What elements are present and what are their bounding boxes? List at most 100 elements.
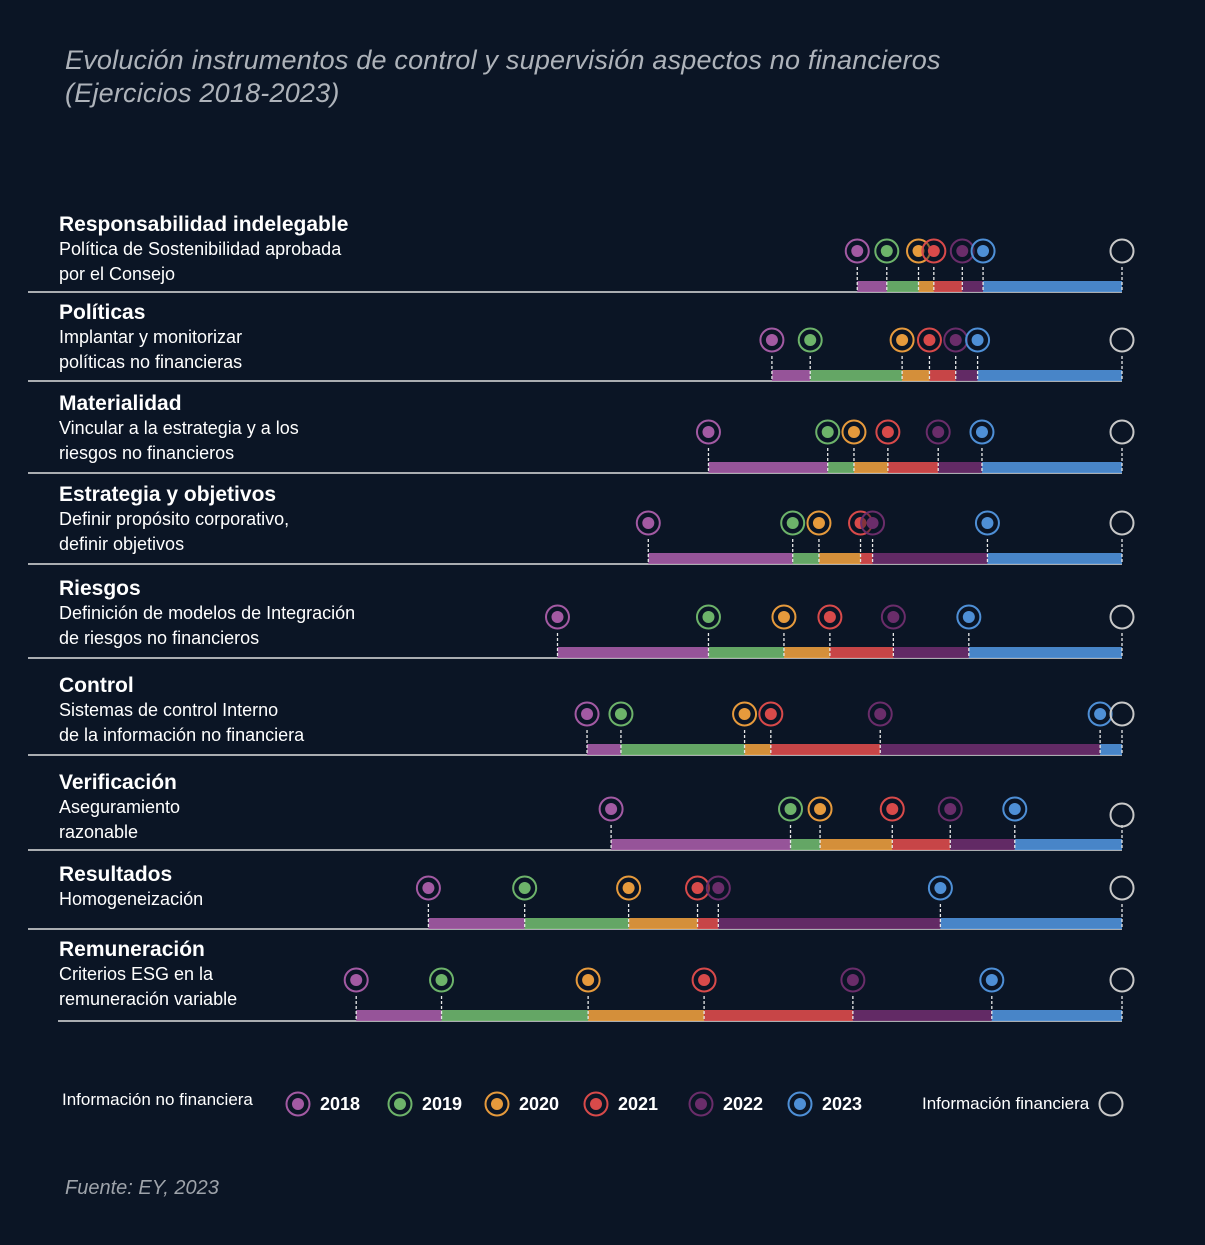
bar-segment-2023 bbox=[983, 281, 1122, 292]
row-description: Política de Sostenibilidad aprobada bbox=[59, 239, 342, 259]
legend: Información no financiera 2018 2019 2020 20… bbox=[62, 1090, 1205, 1118]
marker-dot-2020 bbox=[622, 882, 635, 894]
bar-segment-2019 bbox=[708, 647, 784, 658]
marker-dot-2023 bbox=[985, 974, 998, 986]
bar-segment-2023 bbox=[968, 647, 1122, 658]
bar-segment-2020 bbox=[818, 553, 861, 564]
bar-segment-2023 bbox=[1100, 744, 1122, 755]
marker-dot-2021 bbox=[886, 803, 899, 815]
marker-dot-2022 bbox=[944, 803, 957, 815]
row-description: Definición de modelos de Integración bbox=[59, 603, 356, 623]
marker-dot-2019 bbox=[518, 882, 531, 894]
bar-segment-2021 bbox=[860, 553, 873, 564]
bar-segment-2023 bbox=[977, 370, 1122, 381]
marker-dot-2023 bbox=[962, 611, 975, 623]
marker-dot-2020 bbox=[738, 708, 751, 720]
bar-segment-2019 bbox=[620, 744, 745, 755]
bar-segment-2020 bbox=[588, 1010, 705, 1021]
legend-item-2018: 2018 bbox=[284, 1090, 360, 1118]
row-label: Materialidad Vincular a la estrategia y a… bbox=[59, 392, 299, 466]
financial-marker bbox=[1109, 238, 1135, 264]
row-label: Estrategia y objetivos Definir propósito … bbox=[59, 483, 289, 557]
financial-marker bbox=[1109, 510, 1135, 536]
marker-dot-2022 bbox=[874, 708, 887, 720]
row-title: Verificación bbox=[59, 771, 177, 794]
financial-marker bbox=[1109, 701, 1135, 727]
financial-marker bbox=[1109, 327, 1135, 353]
marker-dot-2020 bbox=[812, 517, 825, 529]
bar-segment-2019 bbox=[524, 918, 629, 929]
row-description: de la información no financiera bbox=[59, 725, 305, 745]
bar-segment-2022 bbox=[718, 918, 941, 929]
row-label: Políticas Implantar y monitorizar política… bbox=[59, 301, 242, 375]
legend-non-financial-label: Información no financiera bbox=[62, 1090, 253, 1110]
marker-dot-2018 bbox=[551, 611, 564, 623]
bar-segment-2018 bbox=[708, 462, 828, 473]
marker-dot-2022 bbox=[932, 426, 945, 438]
marker-dot-2018 bbox=[851, 245, 864, 257]
row-title: Estrategia y objetivos bbox=[59, 483, 277, 506]
financial-marker bbox=[1109, 875, 1135, 901]
marker-dot-2020 bbox=[896, 334, 909, 346]
row-label: Responsabilidad indelegable Política de S… bbox=[59, 213, 348, 287]
legend-financial-label: Información financiera bbox=[922, 1094, 1090, 1113]
marker-dot-2023 bbox=[934, 882, 947, 894]
marker-dot-2019 bbox=[435, 974, 448, 986]
marker-dot-2018 bbox=[581, 708, 594, 720]
bar-segment-2019 bbox=[810, 370, 903, 381]
row-description: por el Consejo bbox=[59, 264, 176, 284]
marker-dot-2020 bbox=[912, 245, 925, 257]
bar-segment-2021 bbox=[704, 1010, 853, 1021]
marker-dot-2023 bbox=[1008, 803, 1021, 815]
row-label: Control Sistemas de control Interno de la … bbox=[59, 674, 304, 748]
row-description: remuneración variable bbox=[59, 989, 238, 1009]
bar-segment-2020 bbox=[744, 744, 771, 755]
marker-dot-2019 bbox=[784, 803, 797, 815]
marker-dot-2018 bbox=[642, 517, 655, 529]
bar-segment-2020 bbox=[918, 281, 934, 292]
legend-financial: Información financiera bbox=[922, 1090, 1125, 1118]
financial-marker bbox=[1109, 419, 1135, 445]
marker-dot-2019 bbox=[702, 611, 715, 623]
bar-segment-2023 bbox=[940, 918, 1122, 929]
row-description: Aseguramiento bbox=[59, 797, 181, 817]
marker-dot-2021 bbox=[823, 611, 836, 623]
bar-segment-2022 bbox=[950, 839, 1015, 850]
bar-segment-2022 bbox=[852, 1010, 992, 1021]
marker-dot-2022 bbox=[949, 334, 962, 346]
marker-dot-2020 bbox=[777, 611, 790, 623]
marker-dot-2021 bbox=[691, 882, 704, 894]
bar-segment-2021 bbox=[697, 918, 719, 929]
marker-dot-2021 bbox=[927, 245, 940, 257]
bar-segment-2021 bbox=[892, 839, 951, 850]
row-description: razonable bbox=[59, 822, 139, 842]
legend-marker-icon bbox=[387, 1091, 413, 1117]
bar-segment-2020 bbox=[853, 462, 888, 473]
chart-title: Evolución instrumentos de control y supe… bbox=[65, 44, 941, 110]
financial-marker bbox=[1109, 967, 1135, 993]
row-label: Riesgos Definición de modelos de Integrac… bbox=[59, 577, 355, 651]
row-description: políticas no financieras bbox=[59, 352, 243, 372]
row-title: Remuneración bbox=[59, 938, 205, 961]
row-label: Verificación Aseguramiento razonable bbox=[59, 771, 180, 845]
marker-dot-2022 bbox=[956, 245, 969, 257]
row-title: Control bbox=[59, 674, 134, 697]
legend-year: 2019 bbox=[422, 1093, 463, 1114]
marker-dot-2018 bbox=[422, 882, 435, 894]
row-description: Implantar y monitorizar bbox=[59, 327, 243, 347]
bar-segment-2021 bbox=[770, 744, 881, 755]
row-description: Definir propósito corporativo, bbox=[59, 509, 290, 529]
bar-segment-2023 bbox=[981, 462, 1122, 473]
legend-label: Información no financiera bbox=[62, 1090, 253, 1109]
legend-marker-icon bbox=[787, 1091, 813, 1117]
bar-segment-2022 bbox=[880, 744, 1101, 755]
marker-dot-2022 bbox=[846, 974, 859, 986]
bar-segment-2021 bbox=[829, 647, 894, 658]
bar-segment-2018 bbox=[611, 839, 791, 850]
marker-dot-2019 bbox=[821, 426, 834, 438]
title-line-2: (Ejercicios 2018-2023) bbox=[65, 78, 340, 108]
row-title: Responsabilidad indelegable bbox=[59, 213, 349, 236]
bar-segment-2018 bbox=[356, 1010, 442, 1021]
legend-year: 2021 bbox=[618, 1093, 659, 1114]
